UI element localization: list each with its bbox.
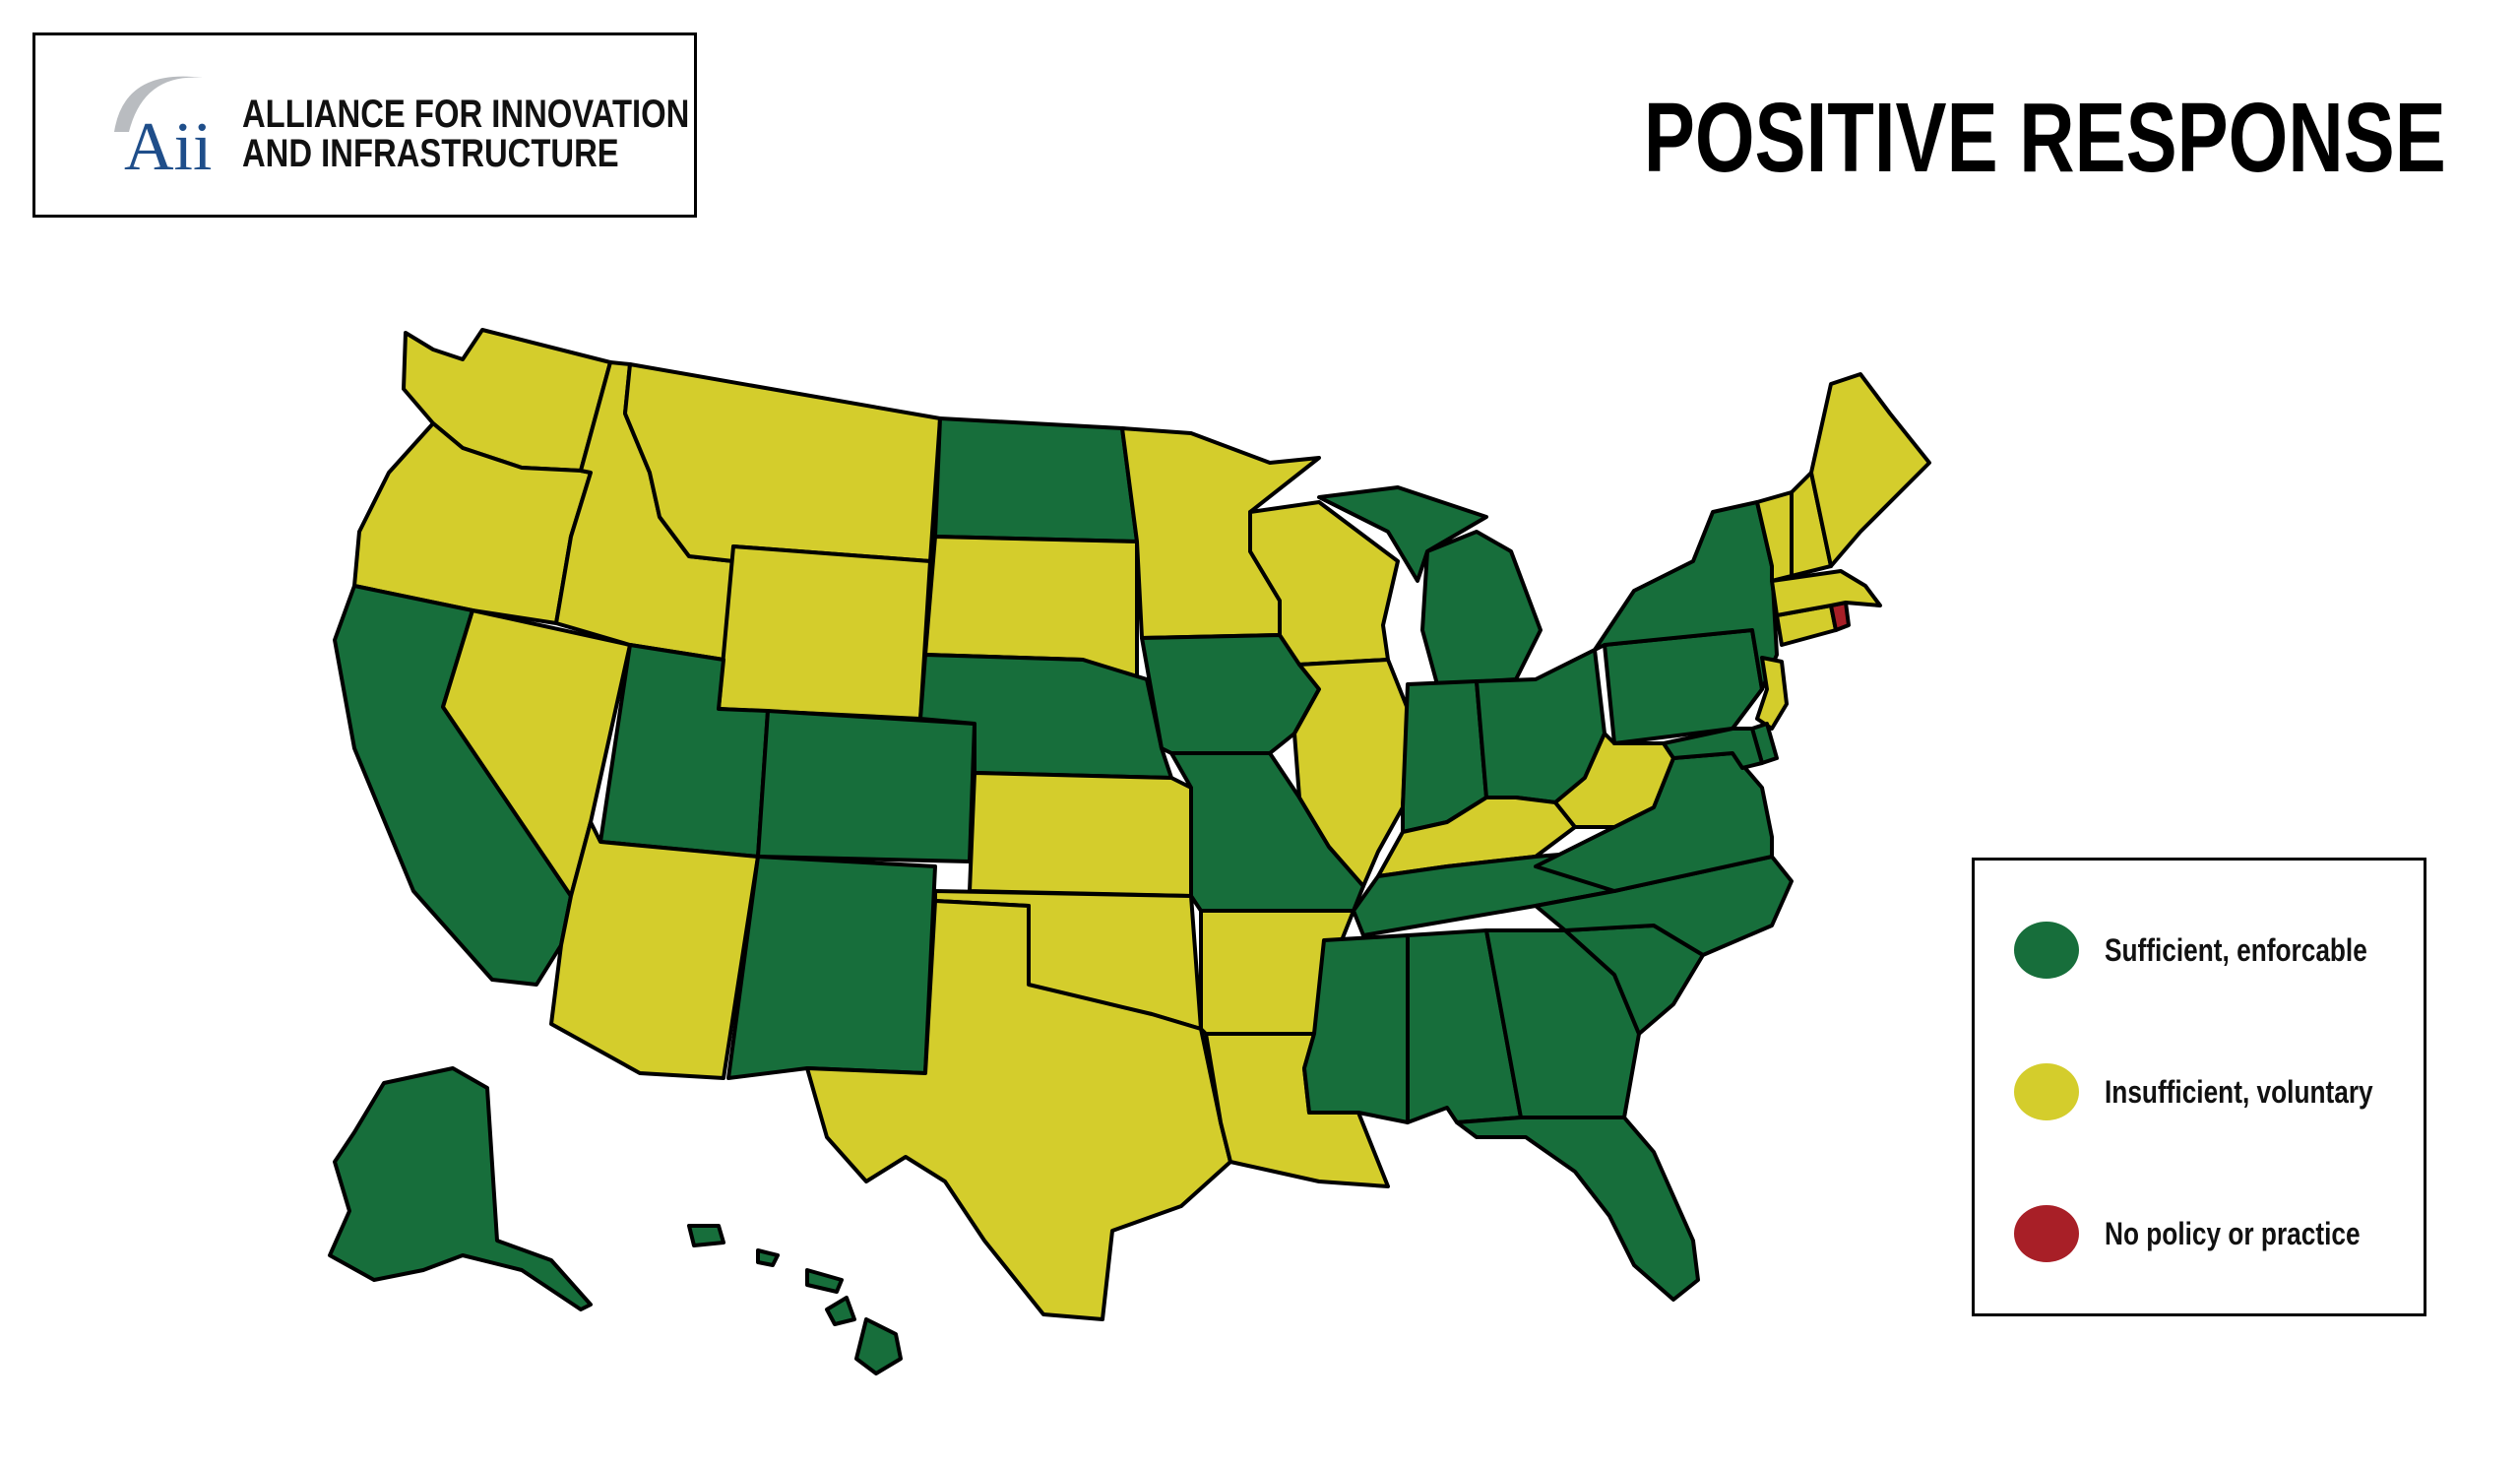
legend-item-sufficient: Sufficient, enforcable: [2014, 916, 2425, 985]
legend-label-none: No policy or practice: [2105, 1215, 2361, 1251]
legend-item-none: No policy or practice: [2014, 1199, 2417, 1268]
state-NJ[interactable]: [1755, 656, 1789, 731]
state-MA[interactable]: [1770, 569, 1882, 617]
state-AK[interactable]: [328, 1066, 593, 1311]
logo-mark-text: Aii: [124, 109, 212, 185]
legend-dot-insufficient: [2014, 1063, 2079, 1120]
state-MO[interactable]: [1169, 751, 1365, 913]
aii-logo-icon: Aii: [114, 76, 212, 185]
state-MT[interactable]: [623, 362, 942, 563]
state-VT[interactable]: [1755, 490, 1794, 583]
logo-text: ALLIANCE FOR INNOVATION AND INFRASTRUCTU…: [242, 95, 689, 173]
state-MD[interactable]: [1662, 727, 1764, 770]
legend-dot-none: [2014, 1205, 2079, 1262]
state-IL[interactable]: [1292, 658, 1410, 888]
state-MI[interactable]: [1317, 485, 1543, 686]
state-TX[interactable]: [805, 899, 1232, 1321]
state-KS[interactable]: [968, 771, 1193, 898]
logo-line-2: AND INFRASTRUCTURE: [242, 132, 619, 175]
page-title: POSITIVE RESPONSE: [1644, 83, 2446, 193]
legend-dot-sufficient: [2014, 922, 2079, 979]
legend-item-insufficient: Insufficient, voluntary: [2014, 1057, 2431, 1126]
logo-box: Aii ALLIANCE FOR INNOVATION AND INFRASTR…: [32, 32, 697, 218]
state-ND[interactable]: [933, 416, 1139, 543]
legend-label-insufficient: Insufficient, voluntary: [2105, 1073, 2373, 1110]
state-PA[interactable]: [1603, 628, 1764, 745]
legend-label-sufficient: Sufficient, enforcable: [2105, 931, 2367, 968]
state-WY[interactable]: [717, 544, 932, 721]
state-HI[interactable]: [687, 1224, 903, 1375]
logo-line-1: ALLIANCE FOR INNOVATION: [242, 93, 690, 136]
state-AZ[interactable]: [549, 820, 760, 1080]
state-NM[interactable]: [726, 855, 937, 1080]
legend: Sufficient, enforcable Insufficient, vol…: [1972, 858, 2426, 1316]
state-CO[interactable]: [756, 709, 976, 863]
state-MS[interactable]: [1302, 933, 1410, 1124]
state-ME[interactable]: [1809, 372, 1931, 568]
state-FL[interactable]: [1455, 1116, 1700, 1302]
